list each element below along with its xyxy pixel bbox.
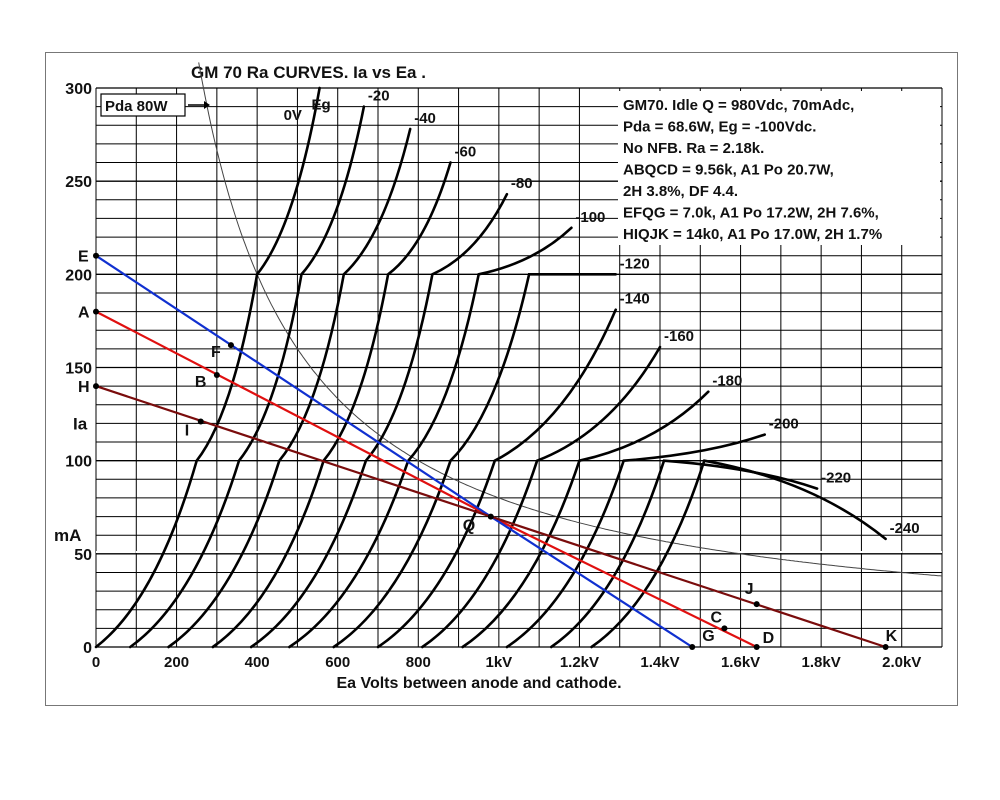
point-j	[753, 601, 760, 608]
x-tick-label: 800	[406, 654, 431, 671]
eg-curve-m40	[167, 127, 412, 649]
point-c	[721, 625, 728, 632]
annotation-box	[618, 91, 940, 245]
point-q	[487, 513, 494, 520]
eg-curve-m60	[211, 161, 452, 649]
eg-header-label: Eg	[312, 97, 331, 114]
eg-curve-m80	[249, 192, 509, 649]
y-tick-label: 0	[83, 640, 92, 657]
y-axis-label-ma: mA	[54, 526, 81, 545]
pda-arrow-head	[204, 101, 210, 109]
annotation-line: GM70. Idle Q = 980Vdc, 70mAdc,	[623, 97, 854, 114]
x-tick-label: 600	[325, 654, 350, 671]
eg-curve-m100	[288, 226, 573, 649]
point-label-a: A	[78, 305, 90, 322]
eg-curve-label: 0V	[284, 107, 302, 124]
point-label-e: E	[78, 249, 89, 266]
eg-curve-label: -220	[821, 470, 851, 487]
eg-curve-label: -160	[664, 328, 694, 345]
x-tick-label: 1kV	[486, 654, 513, 671]
eg-curve-label: -20	[368, 88, 390, 105]
x-tick-label: 1.2kV	[560, 654, 599, 671]
chart-frame: 0 50 100 150 200 250 300 0 200 400 600 800 1kV 1.2kV 1…	[45, 52, 958, 706]
annotation-line: Pda = 68.6W, Eg = -100Vdc.	[623, 119, 816, 136]
point-f	[227, 342, 234, 349]
annotation-line: EFQG = 7.0k, A1 Po 17.2W, 2H 7.6%,	[623, 205, 879, 222]
x-tick-label: 2.0kV	[882, 654, 921, 671]
point-a	[93, 308, 99, 315]
point-b	[213, 371, 220, 378]
eg-curve-label: -180	[712, 373, 742, 390]
y-tick-label: 50	[74, 547, 92, 564]
eg-curve-m120	[332, 272, 617, 649]
eg-curve-m140	[376, 308, 617, 649]
annotation-line: 2H 3.8%, DF 4.4.	[623, 183, 738, 200]
eg-curve-label: -100	[575, 209, 605, 226]
load-line-efqg	[95, 254, 693, 648]
eg-curve-m200	[505, 433, 766, 649]
point-h	[93, 383, 99, 390]
eg-curve-label: -240	[890, 520, 920, 537]
eg-curve-label: -40	[414, 110, 436, 127]
x-tick-label: 1.6kV	[721, 654, 760, 671]
annotation-line: ABQCD = 9.56k, A1 Po 20.7W,	[623, 162, 834, 179]
point-label-q: Q	[463, 518, 475, 535]
eg-curve-m220	[549, 459, 819, 649]
y-tick-label: 300	[65, 81, 92, 98]
y-tick-label: 100	[65, 454, 92, 471]
chart-svg: 0 50 100 150 200 250 300 0 200 400 600 800 1kV 1.2kV 1…	[54, 62, 943, 692]
eg-curve-label: -140	[620, 291, 650, 308]
pda-80w-curve	[198, 62, 943, 577]
eg-curve-0V	[94, 86, 321, 649]
eg-curve-m160	[421, 345, 662, 649]
point-label-k: K	[886, 628, 898, 645]
point-label-j: J	[745, 581, 754, 598]
eg-curve-label: -200	[769, 416, 799, 433]
point-label-i: I	[185, 423, 189, 440]
eg-curve-m180	[461, 390, 710, 649]
eg-curve-label: -120	[620, 255, 650, 272]
point-k	[882, 644, 889, 650]
point-label-b: B	[195, 374, 207, 391]
y-tick-label: 150	[65, 361, 92, 378]
point-label-d: D	[763, 630, 775, 647]
x-tick-label: 1.8kV	[802, 654, 841, 671]
point-e	[93, 252, 99, 259]
pda-label: Pda 80W	[105, 98, 168, 115]
y-tick-label: 200	[65, 267, 92, 284]
point-label-f: F	[211, 344, 221, 361]
point-g	[689, 644, 696, 650]
eg-curve-m20	[128, 105, 366, 649]
point-label-g: G	[702, 628, 714, 645]
point-d	[753, 644, 760, 650]
x-tick-label: 400	[245, 654, 270, 671]
annotation-line: No NFB. Ra = 2.18k.	[623, 140, 764, 157]
eg-curve-label: -80	[511, 175, 533, 192]
eg-curve-m240	[590, 459, 887, 649]
y-axis-label-ia: Ia	[73, 414, 88, 433]
x-tick-label: 0	[92, 654, 100, 671]
point-label-h: H	[78, 379, 90, 396]
x-tick-label: 1.4kV	[640, 654, 679, 671]
chart-title: GM 70 Ra CURVES. Ia vs Ea .	[191, 63, 426, 82]
annotation-line: HIQJK = 14k0, A1 Po 17.0W, 2H 1.7%	[623, 226, 882, 243]
point-i	[197, 418, 204, 425]
x-tick-label: 200	[164, 654, 189, 671]
pda-label-box	[100, 93, 186, 117]
point-label-c: C	[710, 609, 722, 626]
eg-curve-label: -60	[455, 144, 477, 161]
y-tick-label: 250	[65, 174, 92, 191]
x-axis-label: Ea Volts between anode and cathode.	[336, 675, 621, 692]
